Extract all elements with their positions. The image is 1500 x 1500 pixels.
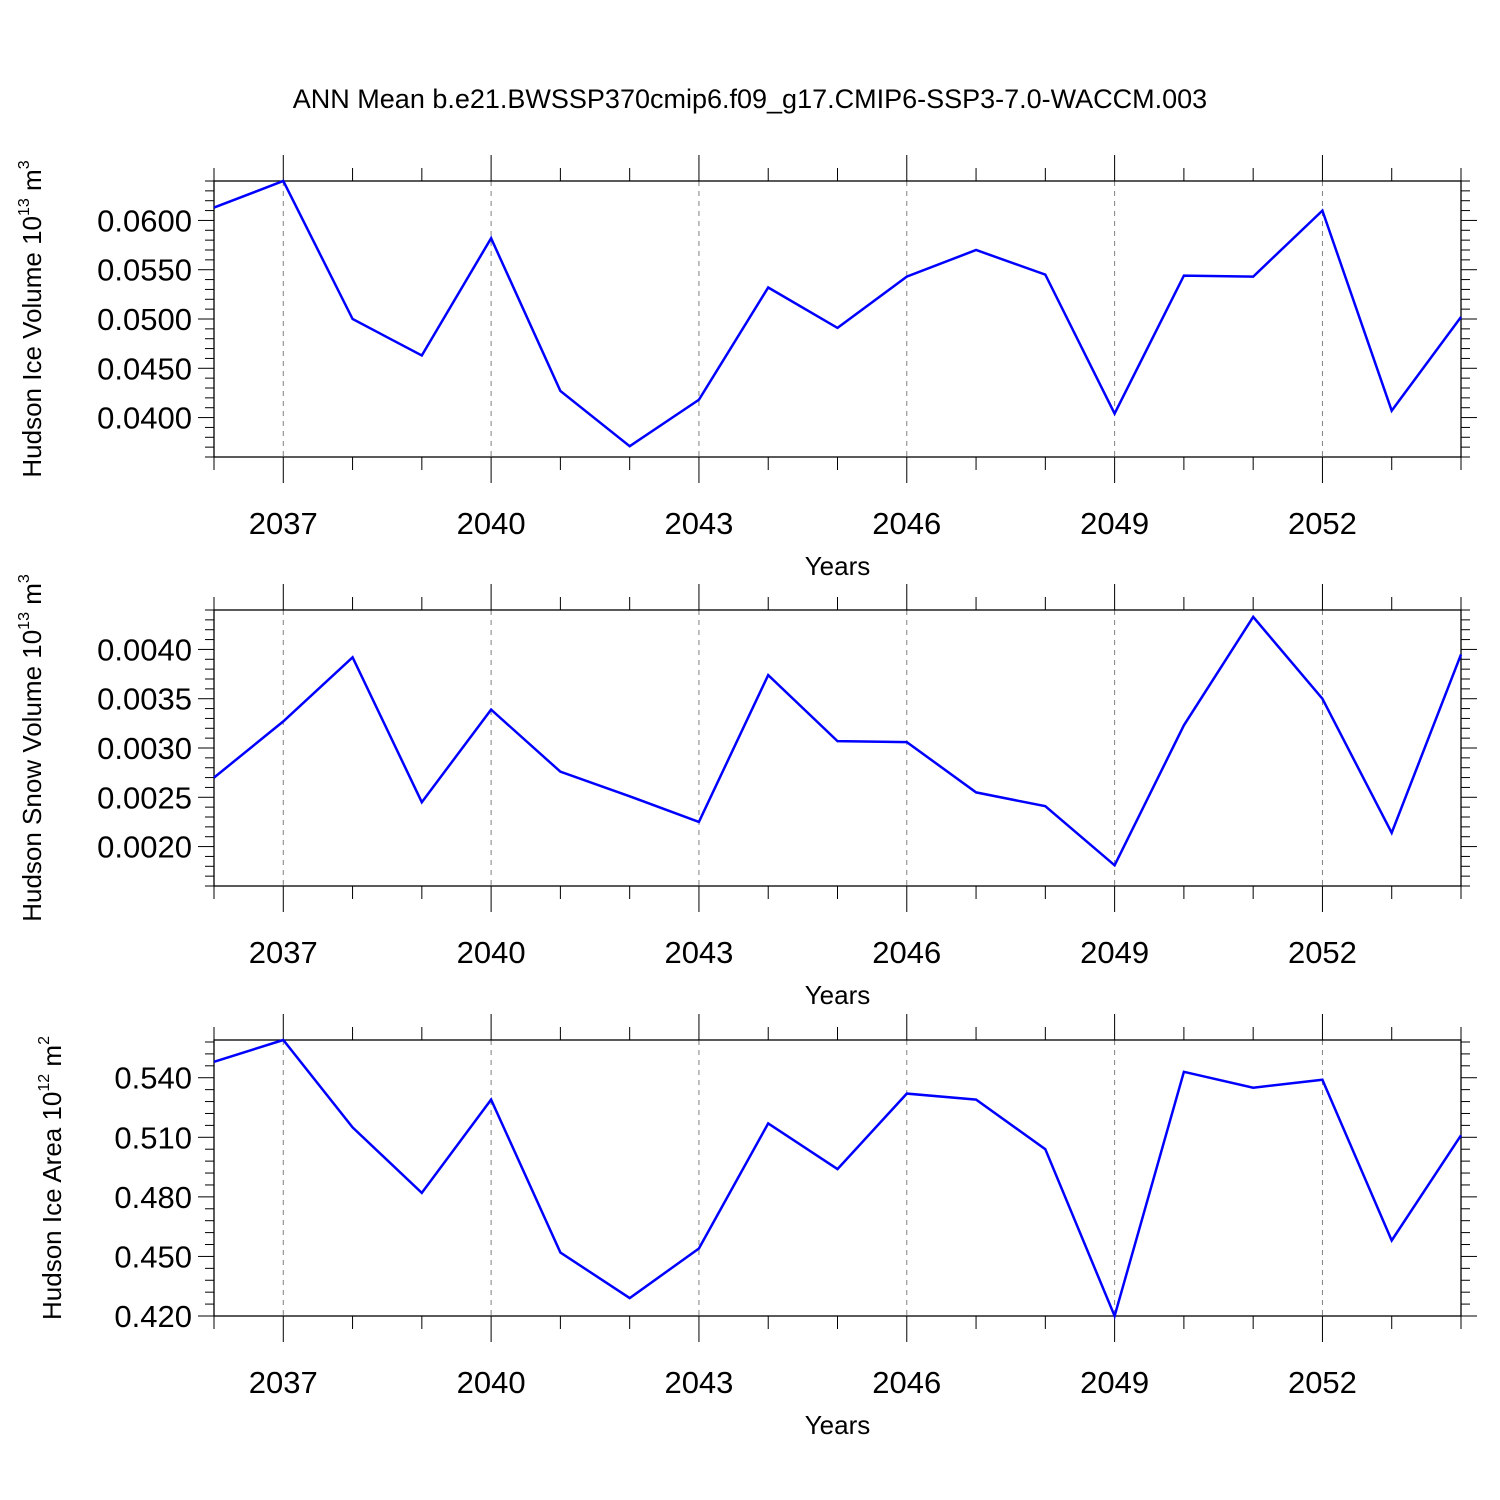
- y-tick-label: 0.480: [114, 1180, 192, 1215]
- plot-frame: [213, 609, 1462, 887]
- y-tick-label: 0.540: [114, 1061, 192, 1096]
- chart-panel-1: 2037 2040 2043 2046 2049 2052 0.0400 0.0450 0.05…: [16, 155, 1477, 581]
- x-tick-label: 2037: [249, 935, 318, 970]
- y-axis-unit-exponent: 3: [16, 160, 33, 169]
- y-axis-unit-exponent: 3: [16, 574, 33, 583]
- y-tick-label: 0.0400: [97, 401, 192, 436]
- series-line: [213, 614, 1463, 868]
- x-tick-label: 2049: [1080, 935, 1149, 970]
- y-axis-unit: m: [37, 1045, 67, 1074]
- plot-frame: [213, 180, 1462, 458]
- y-axis-unit: 10: [17, 630, 47, 659]
- x-tick-label: 2043: [664, 1365, 733, 1400]
- x-axis-label: Years: [805, 1410, 871, 1440]
- x-tick-label: 2040: [457, 1365, 526, 1400]
- series-line: [213, 179, 1463, 448]
- y-axis-unit-exponent: 13: [16, 612, 33, 630]
- x-tick-label: 2046: [872, 935, 941, 970]
- y-tick-label: 0.0600: [97, 203, 192, 238]
- series-line: [213, 1038, 1463, 1320]
- chart-panel-2: 2037 2040 2043 2046 2049 2052 0.0020 0.0025 0.00…: [16, 574, 1477, 1010]
- x-tick-label: 2037: [249, 1365, 318, 1400]
- plot-frame: [213, 1039, 1462, 1317]
- y-tick-label: 0.0025: [97, 780, 192, 815]
- x-axis-label: Years: [805, 551, 871, 581]
- x-tick-label: 2037: [249, 506, 318, 541]
- y-tick-label: 0.0030: [97, 731, 192, 766]
- x-tick-label: 2040: [457, 506, 526, 541]
- y-tick-label: 0.420: [114, 1299, 192, 1334]
- x-tick-label: 2049: [1080, 506, 1149, 541]
- y-axis-label-text: Hudson Snow Volume: [17, 659, 47, 922]
- x-tick-label: 2052: [1288, 506, 1357, 541]
- y-axis-unit: 10: [17, 216, 47, 245]
- y-tick-label: 0.510: [114, 1120, 192, 1155]
- x-tick-label: 2046: [872, 506, 941, 541]
- y-axis-unit: 10: [37, 1092, 67, 1121]
- y-tick-label: 0.0450: [97, 351, 192, 386]
- y-tick-label: 0.0020: [97, 830, 192, 865]
- x-tick-label: 2040: [457, 935, 526, 970]
- y-axis-label: Hudson Snow Volume 1013 m3: [16, 574, 47, 922]
- y-axis-unit: m: [17, 169, 47, 198]
- y-axis-label-text: Hudson Ice Volume: [17, 245, 47, 478]
- y-axis-unit-exponent: 12: [36, 1074, 53, 1092]
- y-axis-unit-exponent: 13: [16, 198, 33, 216]
- x-tick-label: 2052: [1288, 935, 1357, 970]
- y-axis-label: Hudson Ice Volume 1013 m3: [16, 160, 47, 477]
- y-tick-label: 0.450: [114, 1239, 192, 1274]
- y-axis-unit-exponent: 2: [36, 1036, 53, 1045]
- x-tick-label: 2046: [872, 1365, 941, 1400]
- y-axis-label-text: Hudson Ice Area: [37, 1121, 67, 1320]
- y-tick-label: 0.0040: [97, 632, 192, 667]
- y-axis-label: Hudson Ice Area 1012 m2: [36, 1036, 67, 1320]
- x-axis-label: Years: [805, 980, 871, 1010]
- y-axis-unit: m: [17, 583, 47, 612]
- figure-title: ANN Mean b.e21.BWSSP370cmip6.f09_g17.CMI…: [293, 84, 1207, 114]
- x-tick-label: 2052: [1288, 1365, 1357, 1400]
- y-tick-label: 0.0550: [97, 253, 192, 288]
- x-tick-label: 2049: [1080, 1365, 1149, 1400]
- y-tick-label: 0.0500: [97, 302, 192, 337]
- y-tick-label: 0.0035: [97, 682, 192, 717]
- x-tick-label: 2043: [664, 935, 733, 970]
- chart-panel-3: 2037 2040 2043 2046 2049 2052 0.420 0.450 0.480 0…: [36, 1014, 1477, 1440]
- x-tick-label: 2043: [664, 506, 733, 541]
